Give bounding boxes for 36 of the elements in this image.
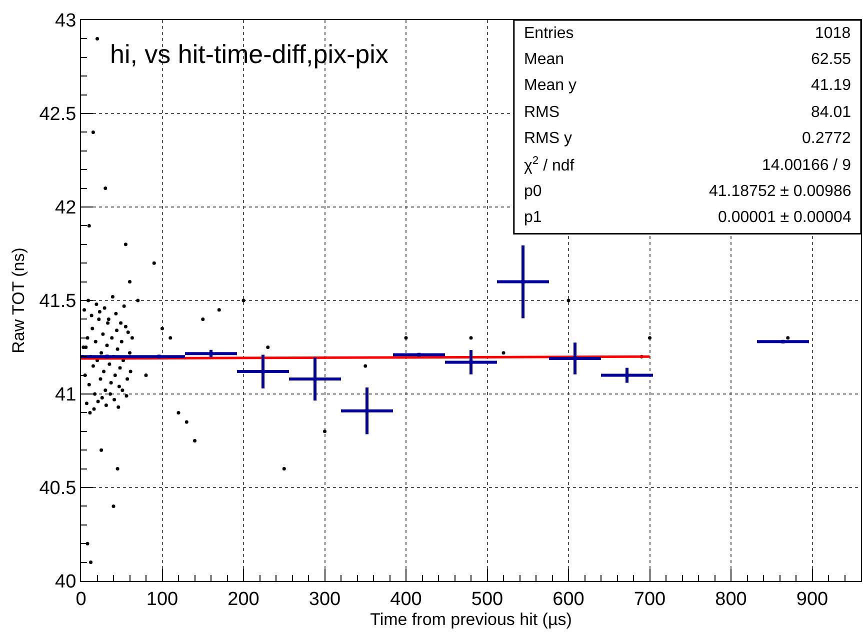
x-tick-label: 600: [552, 588, 584, 610]
annotation: 1018: [815, 25, 851, 42]
annotation: 14.00166 / 9: [762, 157, 852, 174]
y-tick-label: 42: [55, 198, 76, 219]
x-tick-label: 700: [634, 588, 666, 610]
annotation: p0: [524, 183, 542, 200]
annotation: 0.2772: [802, 130, 852, 147]
y-tick-label: 40: [55, 572, 76, 593]
x-tick-label: 300: [308, 588, 341, 610]
y-axis-title: Raw TOT (ns): [8, 248, 28, 354]
x-tick-label: 400: [390, 588, 422, 610]
annotation: χ$^{2}$ / ndf: [524, 155, 575, 175]
x-tick-label: 500: [471, 588, 504, 610]
text: hi, vs hit-time-diff,pix-pix: [110, 39, 388, 69]
y-tick-label: 42.5: [39, 104, 76, 126]
annotation: 41.19: [811, 77, 852, 94]
y-tick-label: 41.5: [39, 291, 76, 312]
annotation: Entries: [524, 25, 574, 42]
x-tick-label: 800: [715, 588, 747, 610]
annotation: RMS y: [524, 130, 572, 147]
annotation: 41.18752 ± 0.00986: [709, 183, 852, 200]
x-tick-label: 900: [796, 588, 828, 610]
annotation: 62.55: [811, 51, 852, 68]
y-tick-label: 40.5: [39, 478, 76, 500]
x-tick-label: 100: [146, 588, 178, 610]
annotation: Mean y: [524, 77, 576, 94]
annotation: 0.00001 ± 0.00004: [718, 209, 852, 226]
annotation: 84.01: [811, 104, 852, 121]
x-tick-label: 0: [76, 588, 86, 610]
annotation: Mean: [524, 51, 564, 68]
annotation: p1: [524, 209, 542, 226]
y-tick-label: 43: [55, 10, 76, 32]
x-tick-label: 200: [228, 588, 260, 610]
x-axis-title: Time from previous hit (µs): [370, 610, 572, 629]
y-tick-label: 41: [55, 384, 76, 406]
annotation: RMS: [524, 104, 560, 121]
